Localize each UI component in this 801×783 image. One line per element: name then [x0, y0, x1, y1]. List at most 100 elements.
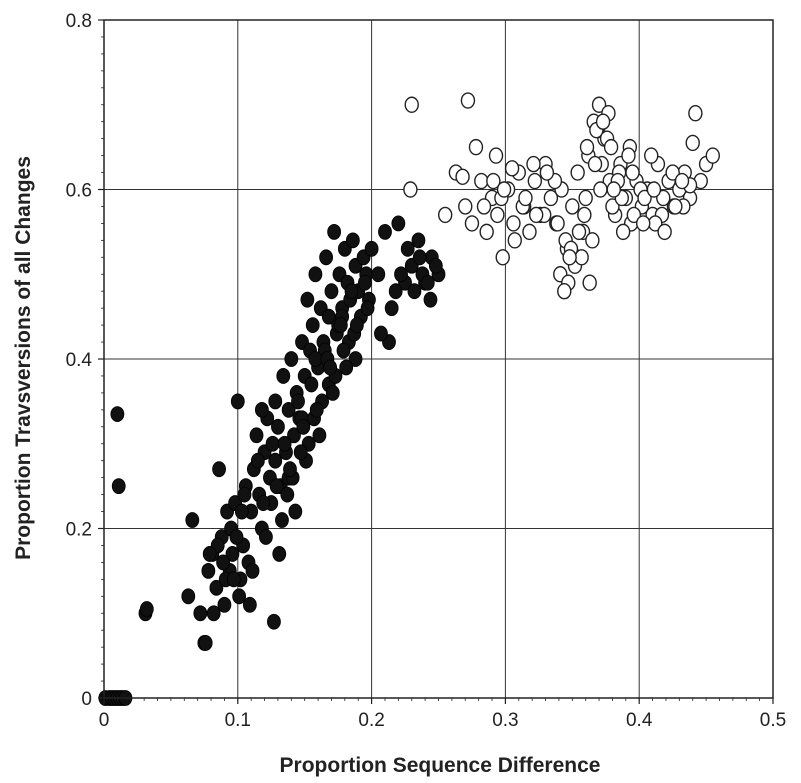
filled-data-point [327, 223, 342, 240]
open-data-point [688, 105, 703, 122]
filled-data-point [245, 562, 260, 579]
open-data-point [455, 168, 470, 185]
filled-data-point [226, 571, 241, 588]
filled-data-point [364, 240, 379, 257]
filled-data-point [339, 359, 354, 376]
filled-data-point [407, 283, 422, 300]
filled-data-point [217, 596, 232, 613]
open-data-point [562, 249, 577, 266]
open-data-point [557, 283, 572, 300]
open-data-point [578, 189, 593, 207]
tick-labels: 0 0.1 0.2 0.3 0.4 0.5 0 0.2 0.4 0.6 0.8 [66, 11, 787, 731]
open-data-point [550, 215, 565, 232]
filled-data-point [229, 529, 244, 545]
filled-data-point [388, 283, 403, 300]
filled-data-point [384, 300, 399, 317]
x-axis-title: Proportion Sequence Difference [280, 754, 601, 777]
filled-data-point [212, 461, 226, 478]
x-tick-label: 0.5 [760, 710, 786, 731]
open-data-point [460, 92, 476, 109]
open-data-point [595, 113, 611, 130]
open-data-point [476, 198, 492, 215]
y-tick-label: 0.2 [66, 520, 92, 541]
open-data-point [403, 181, 418, 198]
filled-data-point [287, 427, 301, 444]
filled-data-point [284, 351, 299, 367]
filled-data-point [110, 406, 125, 422]
open-data-point [657, 223, 672, 241]
open-data-point [606, 181, 621, 198]
filled-data-point [202, 546, 217, 562]
filled-data-point [371, 266, 386, 283]
filled-data-point [209, 579, 224, 596]
open-data-point [543, 189, 559, 207]
filled-data-point [323, 359, 338, 376]
filled-data-point [305, 317, 320, 334]
filled-data-point [272, 546, 287, 562]
filled-data-point [349, 317, 364, 334]
filled-data-point [293, 444, 308, 461]
filled-data-point [300, 291, 315, 308]
axis-ticks [98, 19, 774, 704]
filled-data-point [242, 596, 257, 613]
filled-data-point [185, 512, 200, 528]
open-data-point [565, 198, 580, 215]
open-data-point [539, 164, 555, 181]
filled-data-point [288, 503, 303, 520]
filled-data-point [333, 317, 348, 334]
open-data-point [507, 232, 522, 249]
open-data-point [577, 206, 592, 224]
filled-data-point [232, 588, 247, 605]
filled-data-point [193, 605, 208, 622]
filled-data-point [268, 393, 283, 410]
filled-data-point [237, 486, 252, 503]
y-tick-label: 0.6 [66, 181, 92, 202]
open-data-point [522, 223, 537, 241]
filled-data-point [296, 418, 311, 435]
open-data-point [621, 147, 636, 164]
open-data-point [464, 215, 480, 232]
open-data-point [656, 189, 671, 207]
filled-data-point [277, 435, 292, 452]
y-tick-label: 0.8 [66, 11, 92, 32]
filled-data-point [291, 393, 305, 410]
open-data-point [527, 172, 543, 190]
filled-data-point [423, 291, 438, 308]
filled-data-point [281, 401, 296, 418]
filled-data-point [428, 257, 443, 274]
open-data-point [488, 147, 504, 164]
filled-data-point [254, 401, 269, 418]
open-data-point [404, 96, 419, 113]
x-tick-label: 0.3 [492, 710, 518, 731]
open-data-point [468, 138, 484, 156]
y-tick-label: 0 [81, 689, 92, 710]
filled-data-point [249, 427, 264, 444]
open-data-point [665, 164, 680, 181]
filled-data-point [258, 529, 273, 545]
open-data-point [528, 206, 544, 224]
y-tick-label: 0.4 [66, 350, 93, 371]
filled-data-point [268, 452, 283, 469]
open-data-point [637, 189, 652, 207]
filled-data-point [412, 249, 427, 266]
open-data-point [458, 198, 473, 215]
filled-data-point [348, 351, 363, 367]
open-data-point [603, 138, 619, 156]
filled-data-point [206, 605, 221, 622]
filled-data-point [400, 240, 415, 257]
filled-data-point [267, 613, 281, 630]
filled-data-point [309, 401, 324, 418]
open-data-point [495, 249, 510, 266]
open-data-point [582, 274, 597, 291]
filled-data-point [139, 601, 154, 617]
x-tick-label: 0.1 [225, 710, 251, 731]
filled-data-point [265, 435, 280, 452]
filled-data-point [250, 452, 265, 469]
filled-data-point [198, 635, 213, 651]
open-data-point [570, 164, 585, 181]
open-data-point [636, 215, 651, 232]
filled-data-point [230, 393, 245, 410]
open-data-point [474, 172, 489, 190]
open-data-point [504, 160, 520, 177]
